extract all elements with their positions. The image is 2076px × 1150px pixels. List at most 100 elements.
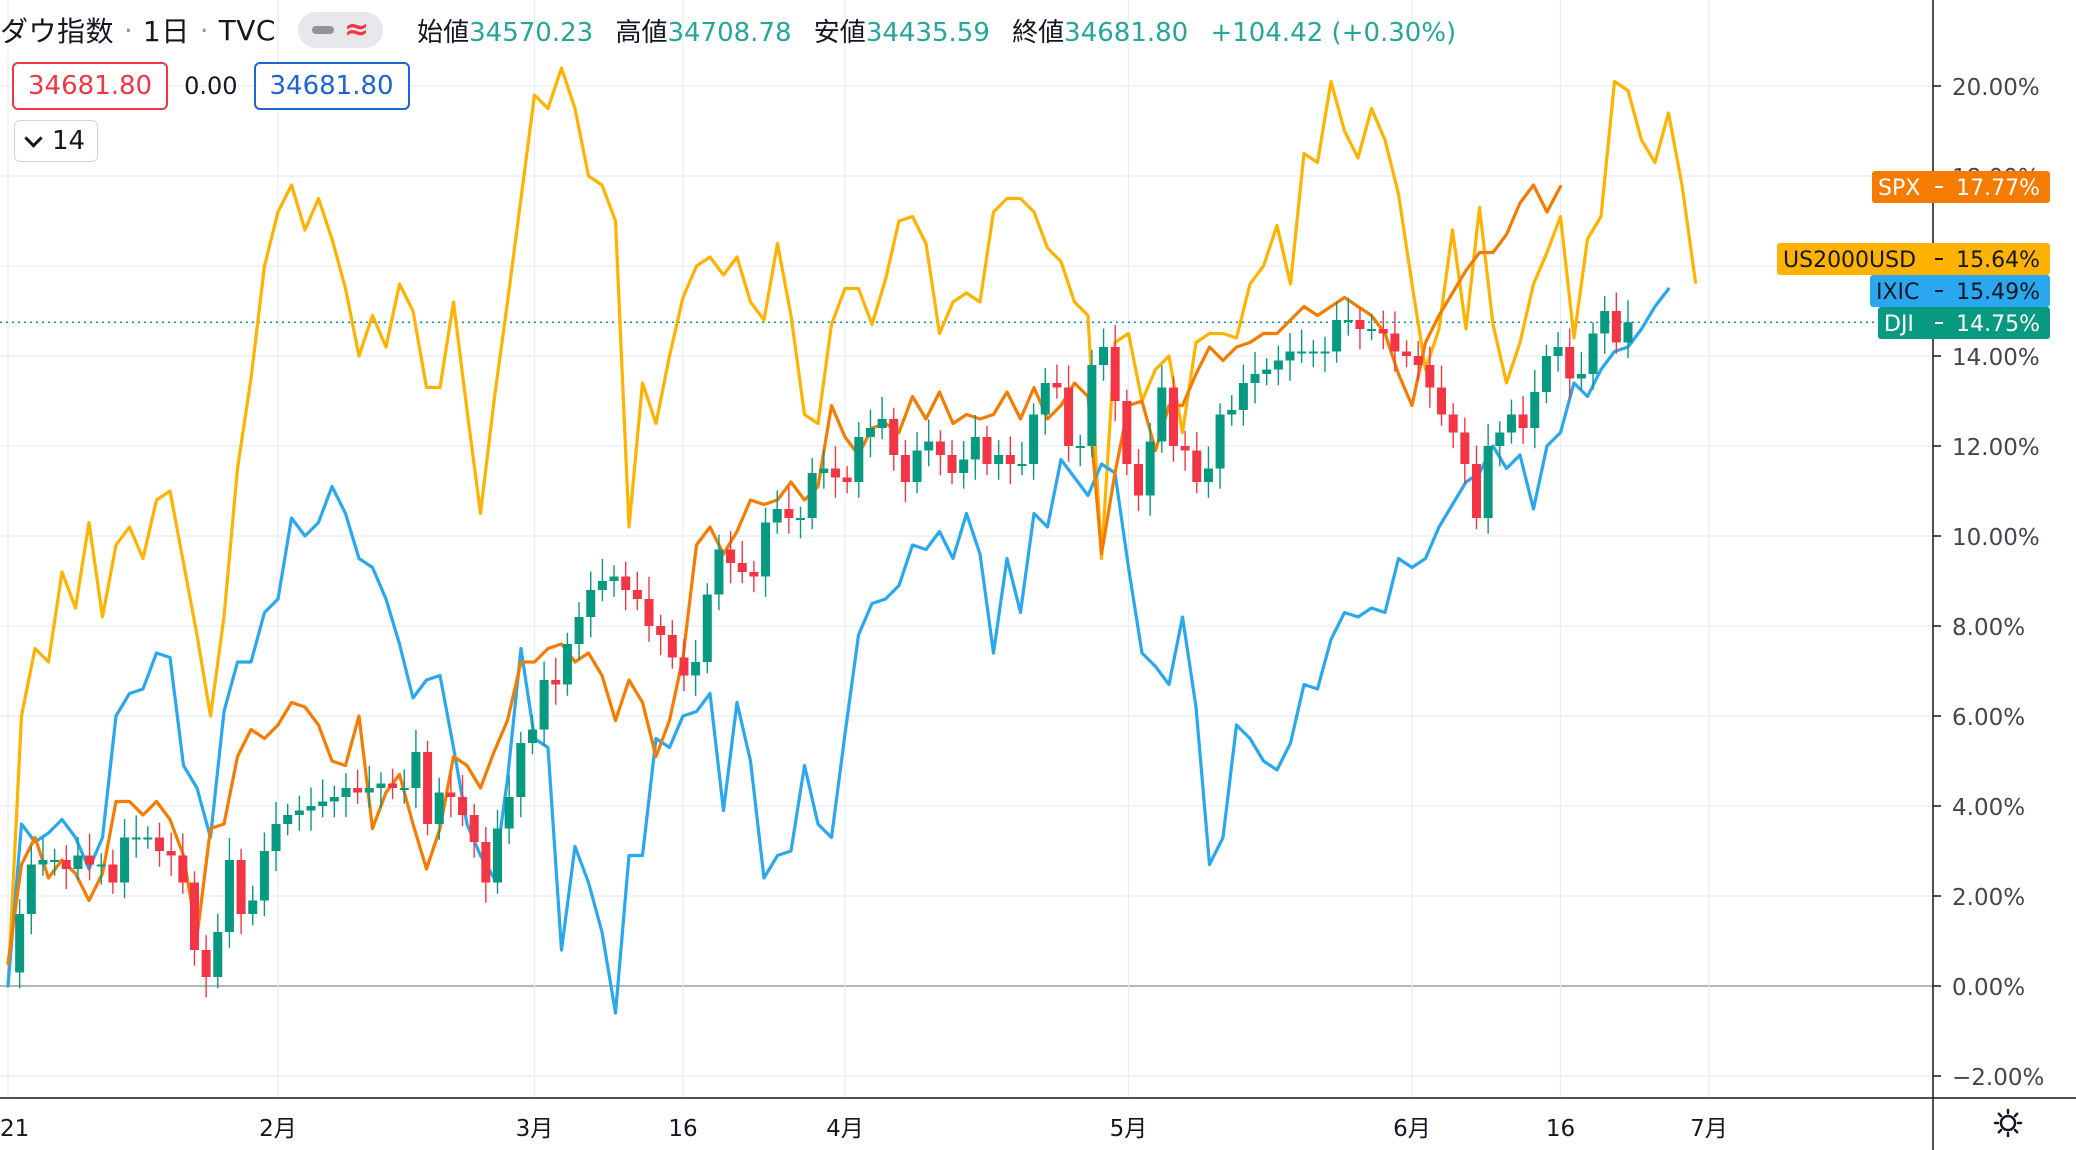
symbol-header: ダウ指数 · 1日 · TVC ≈ 始値34570.23 高値34708.78 … [0,8,1456,52]
indicators-count: 14 [52,126,86,156]
high-value: 34708.78 [667,17,792,48]
candle [1180,446,1190,451]
candle [877,419,887,428]
candle [959,459,969,473]
indicators-toggle[interactable]: 14 [14,120,99,162]
candle [1425,365,1435,388]
header-separator: · [199,13,209,47]
candle [737,563,747,572]
candle [912,450,922,482]
candle [1541,356,1551,392]
dji-candles [15,292,1633,998]
sell-price-button[interactable]: 34681.80 [12,62,169,110]
x-tick-label: 2月 [259,1116,297,1142]
candle [469,815,479,842]
candle [294,810,304,815]
candle [1471,464,1481,518]
candle [819,468,829,473]
candle [1262,369,1272,374]
candle [1600,311,1610,334]
symbol-title[interactable]: ダウ指数 [0,15,115,48]
candle [796,518,806,520]
series-value-label: 15.64% [1956,248,2040,273]
candle [632,590,642,599]
candle [784,509,794,518]
close-label: 終値 [1012,17,1065,48]
candle [131,837,141,840]
candle [201,950,211,977]
candle [108,864,118,883]
candle [1297,351,1307,354]
y-tick-label: 0.00% [1952,975,2025,1001]
settings-button[interactable] [1993,1108,2023,1142]
candle [1308,351,1318,354]
candle [597,581,607,590]
candle [1110,347,1120,401]
candle [458,797,468,815]
candle [609,576,619,581]
candle [1448,414,1458,433]
candle [644,599,654,626]
candle [1460,432,1470,464]
x-tick-label: 4月 [826,1116,864,1142]
candle [306,806,316,811]
candle [50,860,60,862]
candle [1017,464,1027,466]
candle [1285,351,1295,361]
minus-icon[interactable] [311,26,334,34]
candle [224,860,234,932]
series-name-label: IXIC [1876,280,1919,305]
series-line-ixic [6,287,1671,1015]
series-label-bg [1870,275,2050,307]
candle [26,864,36,914]
candle [85,855,95,865]
candle [248,900,258,914]
wave-icon[interactable]: ≈ [343,12,370,47]
candle [283,815,293,824]
candle [1134,464,1144,496]
buy-price-button[interactable]: 34681.80 [253,62,410,110]
candle [1506,414,1516,433]
candle [842,477,852,482]
candle [935,441,945,455]
candle [947,455,957,473]
candle [166,851,176,856]
series-name-label: US2000USD [1783,248,1916,273]
candle [807,473,817,518]
candle [1623,322,1633,343]
candle [679,657,689,676]
chart-mode-toggle[interactable]: ≈ [297,12,384,48]
y-tick-label: 10.00% [1952,525,2040,551]
candle [1576,374,1586,379]
grid-lines [0,0,1933,1098]
candle [1122,401,1132,464]
candle [1215,414,1225,469]
x-tick-label: 16 [1546,1116,1575,1142]
series-label-bg [1872,171,2050,203]
candle [772,509,782,523]
candle [96,864,106,867]
candle [691,662,701,676]
candle [364,788,374,793]
candle [1437,387,1447,415]
ohlc-readout: 始値34570.23 高値34708.78 安値34435.59 終値34681… [417,12,1456,49]
candle [423,752,433,824]
interval-label[interactable]: 1日 [142,15,190,48]
y-tick-label: 12.00% [1952,435,2040,461]
series-label-bg [1777,243,2050,275]
candle [143,837,153,840]
low-label: 安値 [813,17,866,48]
candle [388,783,398,788]
candle [1611,311,1621,343]
y-tick-label: 4.00% [1952,795,2025,821]
candle [318,801,328,806]
candle [1099,347,1109,365]
candle [492,828,502,883]
candle [1495,432,1505,446]
candle [1390,333,1400,352]
candle [889,419,899,455]
candle [15,914,25,973]
x-tick-label: 21 [0,1116,29,1142]
gear-icon[interactable] [1993,1108,2023,1138]
